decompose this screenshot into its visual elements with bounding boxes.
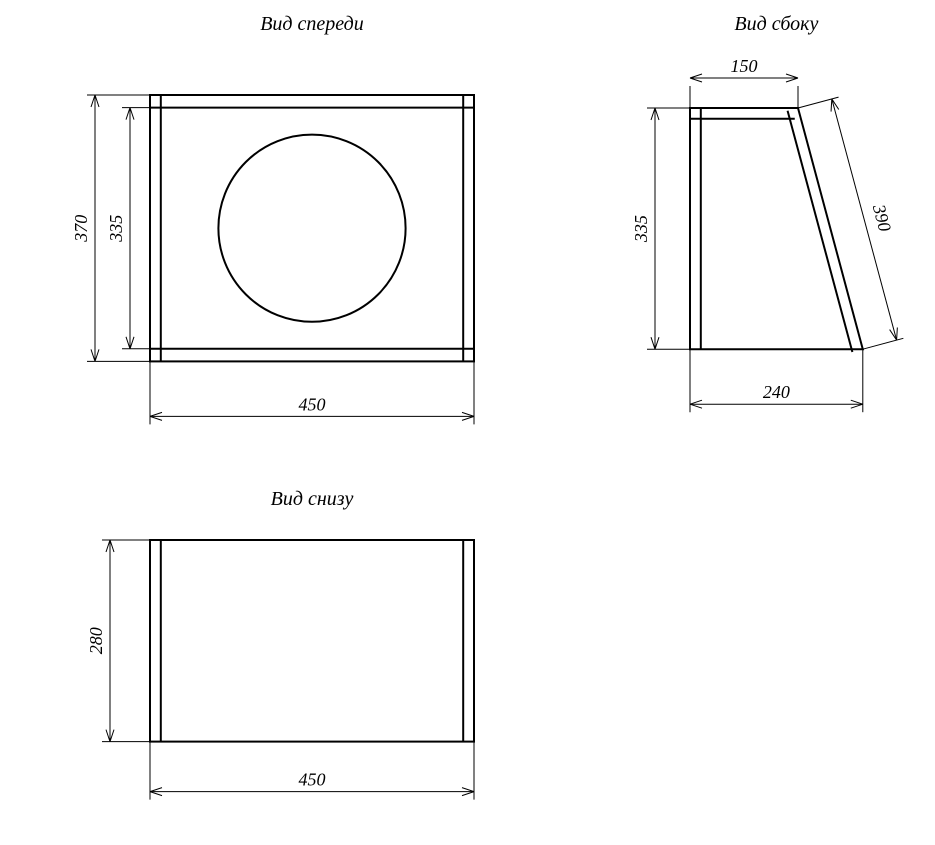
side-view xyxy=(690,108,863,352)
side-title: Вид сбоку xyxy=(734,13,818,35)
bottom-title: Вид снизу xyxy=(271,488,354,510)
dim-bottom-height xyxy=(102,540,150,742)
dim-front-width-label: 450 xyxy=(299,394,326,414)
dim-front-h-outer-label: 370 xyxy=(71,215,91,243)
dim-side-top-label: 150 xyxy=(731,56,758,76)
dim-front-width xyxy=(150,361,474,424)
front-title: Вид спереди xyxy=(260,13,364,35)
dim-side-height xyxy=(647,108,690,349)
dim-side-height-label: 335 xyxy=(631,215,651,243)
speaker-cutout xyxy=(218,135,405,322)
dim-front-h-inner-label: 335 xyxy=(106,215,126,243)
front-view xyxy=(150,95,474,361)
dim-bottom-height-label: 280 xyxy=(86,627,106,654)
dim-front-h-inner xyxy=(122,108,150,349)
dim-side-bottom xyxy=(690,349,863,412)
dim-side-bottom-label: 240 xyxy=(763,382,790,402)
bottom-view xyxy=(150,540,474,742)
dim-bottom-width-label: 450 xyxy=(299,770,326,790)
dim-side-slant-label: 390 xyxy=(869,201,896,233)
dim-side-top xyxy=(690,78,798,108)
